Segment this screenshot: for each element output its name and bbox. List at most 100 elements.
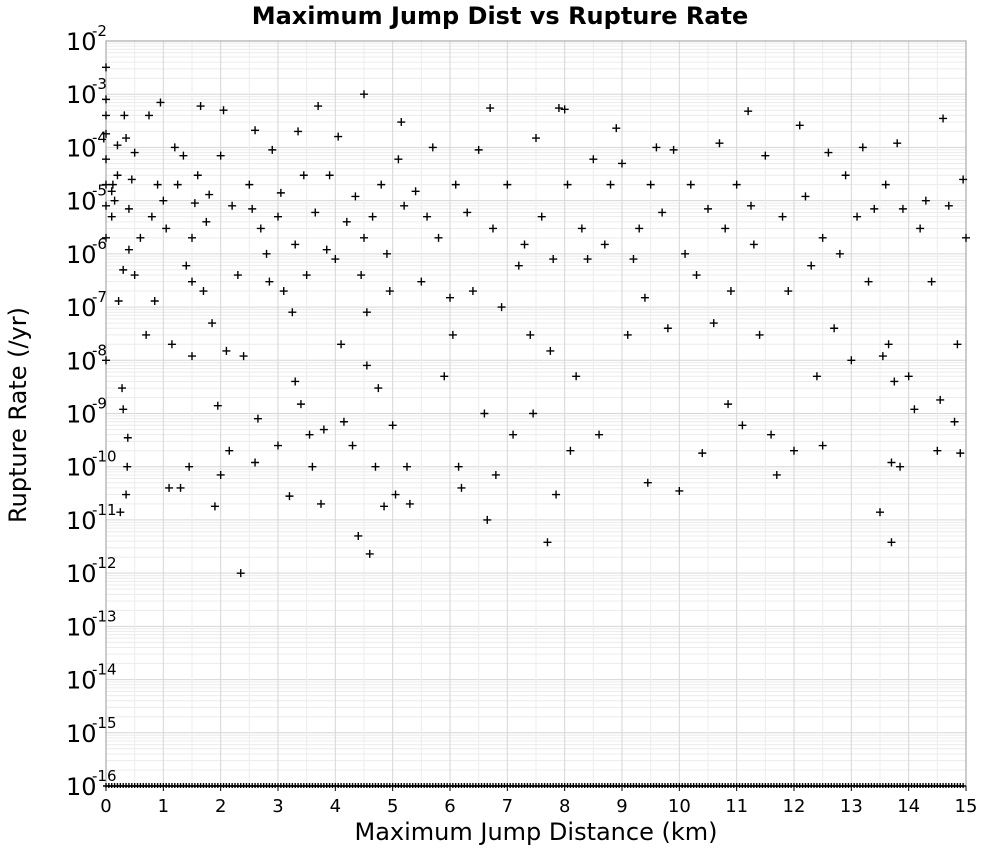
y-tick-exponent: -8 xyxy=(92,341,107,359)
data-point xyxy=(870,204,879,213)
data-point xyxy=(165,483,174,492)
data-point xyxy=(950,417,959,426)
x-tick-label: 12 xyxy=(783,796,806,817)
data-point xyxy=(463,208,472,217)
y-tick-label: 10-4 xyxy=(66,128,107,162)
y-tick-base: 10 xyxy=(66,401,97,429)
data-point xyxy=(497,303,506,312)
data-point xyxy=(170,143,179,152)
y-tick-label: 10-5 xyxy=(66,182,107,216)
data-point xyxy=(188,277,196,286)
data-point xyxy=(646,180,655,189)
data-point xyxy=(423,212,432,221)
data-point xyxy=(142,330,151,339)
y-tick-base: 10 xyxy=(66,188,97,216)
data-point xyxy=(434,233,443,242)
data-point xyxy=(391,490,400,499)
data-point xyxy=(236,569,245,578)
data-point xyxy=(173,180,182,189)
data-point xyxy=(222,346,231,355)
data-point xyxy=(864,277,873,286)
data-point xyxy=(113,171,122,180)
data-point xyxy=(474,145,483,154)
y-tick-exponent: -12 xyxy=(92,554,117,572)
data-point xyxy=(890,377,899,386)
data-point xyxy=(635,224,644,233)
data-point xyxy=(116,508,125,517)
data-point xyxy=(351,192,360,201)
data-point xyxy=(491,470,500,479)
data-point xyxy=(348,441,357,450)
data-point xyxy=(698,449,707,458)
floor-point xyxy=(960,783,967,788)
data-point xyxy=(483,515,492,524)
data-point xyxy=(113,141,122,150)
data-point xyxy=(572,372,581,381)
data-point xyxy=(302,271,311,280)
data-point xyxy=(554,104,563,113)
data-point xyxy=(546,346,555,355)
data-point xyxy=(127,175,136,184)
x-tick-label: 5 xyxy=(387,796,398,817)
data-point xyxy=(360,90,368,99)
data-point xyxy=(552,490,561,499)
data-point xyxy=(253,414,262,423)
data-point xyxy=(428,143,437,152)
y-axis: 10-210-310-410-510-610-710-810-910-1010-… xyxy=(66,22,117,801)
data-point xyxy=(681,249,690,258)
data-point xyxy=(489,224,497,233)
data-point xyxy=(322,245,331,254)
data-point xyxy=(663,324,672,333)
y-tick-exponent: -14 xyxy=(92,661,117,679)
data-point xyxy=(176,483,185,492)
data-point xyxy=(643,478,652,487)
data-point xyxy=(847,356,856,365)
data-point xyxy=(122,490,131,499)
data-point xyxy=(532,134,540,143)
data-point xyxy=(130,148,139,157)
data-point xyxy=(291,240,300,249)
data-point xyxy=(747,201,755,210)
data-point xyxy=(210,502,219,511)
data-point xyxy=(400,201,409,210)
data-point xyxy=(881,180,890,189)
x-tick-label: 7 xyxy=(502,796,513,817)
x-tick-label: 10 xyxy=(668,796,691,817)
data-point xyxy=(225,446,234,455)
data-point xyxy=(675,486,684,495)
data-point xyxy=(583,255,592,264)
data-point xyxy=(276,188,285,197)
data-point xyxy=(251,458,260,467)
data-point xyxy=(136,233,145,242)
y-tick-exponent: -13 xyxy=(92,607,117,625)
data-point xyxy=(812,372,821,381)
y-tick-base: 10 xyxy=(66,28,97,56)
data-point xyxy=(119,405,128,414)
data-point xyxy=(274,441,282,450)
data-point xyxy=(156,98,165,107)
data-point xyxy=(394,155,403,164)
data-point xyxy=(835,249,844,258)
y-tick-exponent: -5 xyxy=(92,182,107,200)
data-point xyxy=(360,233,368,242)
data-point xyxy=(102,95,110,104)
y-tick-label: 10-12 xyxy=(66,554,117,588)
data-point xyxy=(884,340,893,349)
data-point xyxy=(219,106,228,115)
data-point xyxy=(612,124,621,133)
data-point xyxy=(114,297,123,306)
data-point xyxy=(334,132,343,141)
data-point xyxy=(939,114,948,123)
data-point xyxy=(772,470,781,479)
data-point xyxy=(102,129,110,138)
data-point xyxy=(549,255,558,264)
data-point xyxy=(199,287,208,296)
data-point xyxy=(102,155,110,164)
data-point xyxy=(629,255,638,264)
data-point xyxy=(205,190,214,199)
data-point xyxy=(778,212,787,221)
y-tick-exponent: -6 xyxy=(92,235,107,253)
data-point xyxy=(468,287,477,296)
grid xyxy=(105,41,967,787)
data-point xyxy=(480,409,489,418)
